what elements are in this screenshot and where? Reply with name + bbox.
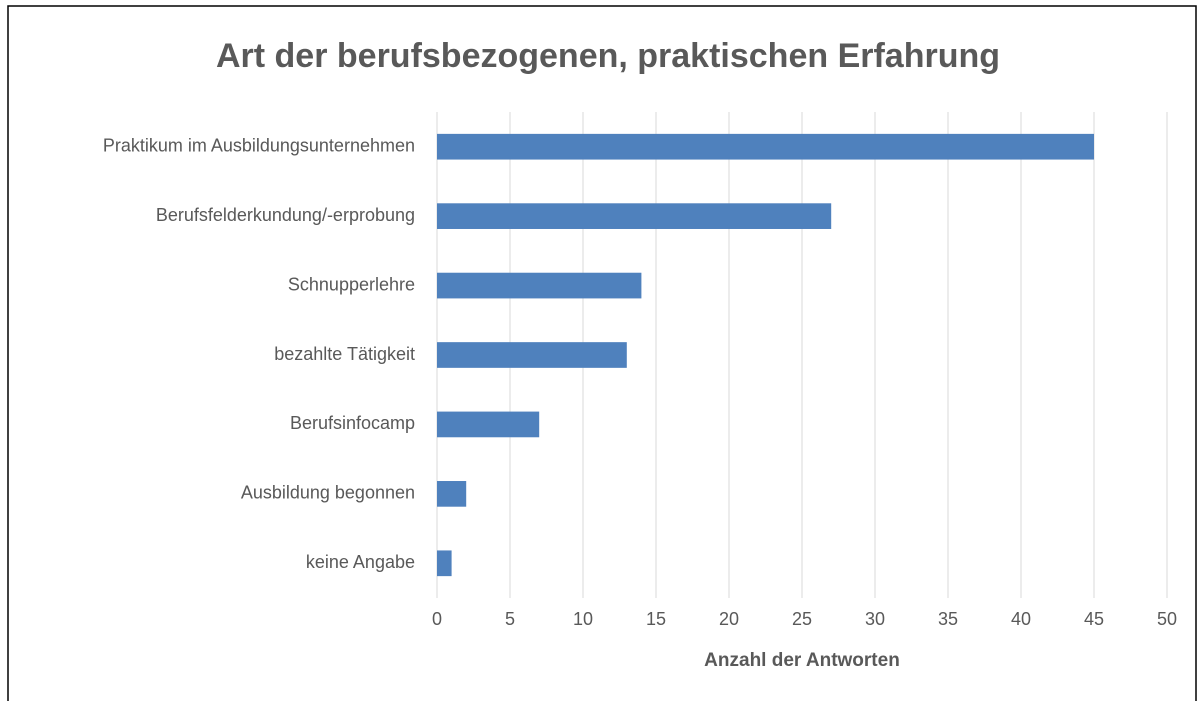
- x-tick-label: 30: [865, 609, 885, 629]
- x-tick-label: 15: [646, 609, 666, 629]
- x-tick-label: 50: [1157, 609, 1177, 629]
- x-tick-label: 40: [1011, 609, 1031, 629]
- x-tick-label: 5: [505, 609, 515, 629]
- bar: [437, 550, 452, 577]
- bar: [437, 133, 1094, 160]
- bar: [437, 342, 627, 368]
- y-tick-label: Praktikum im Ausbildungsunternehmen: [103, 135, 415, 155]
- bar: [437, 272, 642, 299]
- x-tick-label: 10: [573, 609, 593, 629]
- x-tick-label: 20: [719, 609, 739, 629]
- x-tick-label: 25: [792, 609, 812, 629]
- y-tick-label: Schnupperlehre: [288, 274, 415, 294]
- y-tick-label: Ausbildung begonnen: [241, 483, 415, 503]
- x-tick-label: 0: [432, 609, 442, 629]
- y-tick-label: Berufsinfocamp: [290, 413, 415, 433]
- bar: [437, 203, 832, 229]
- x-tick-label: 35: [938, 609, 958, 629]
- bar: [437, 411, 540, 438]
- chart-title: Art der berufsbezogenen, praktischen Erf…: [216, 37, 1000, 75]
- y-tick-label: Berufsfelderkundung/-erprobung: [156, 205, 415, 225]
- y-tick-label: bezahlte Tätigkeit: [274, 344, 415, 364]
- x-axis-title: Anzahl der Antworten: [704, 650, 900, 671]
- x-tick-label: 45: [1084, 609, 1104, 629]
- bar: [437, 481, 467, 507]
- y-tick-label: keine Angabe: [306, 552, 415, 572]
